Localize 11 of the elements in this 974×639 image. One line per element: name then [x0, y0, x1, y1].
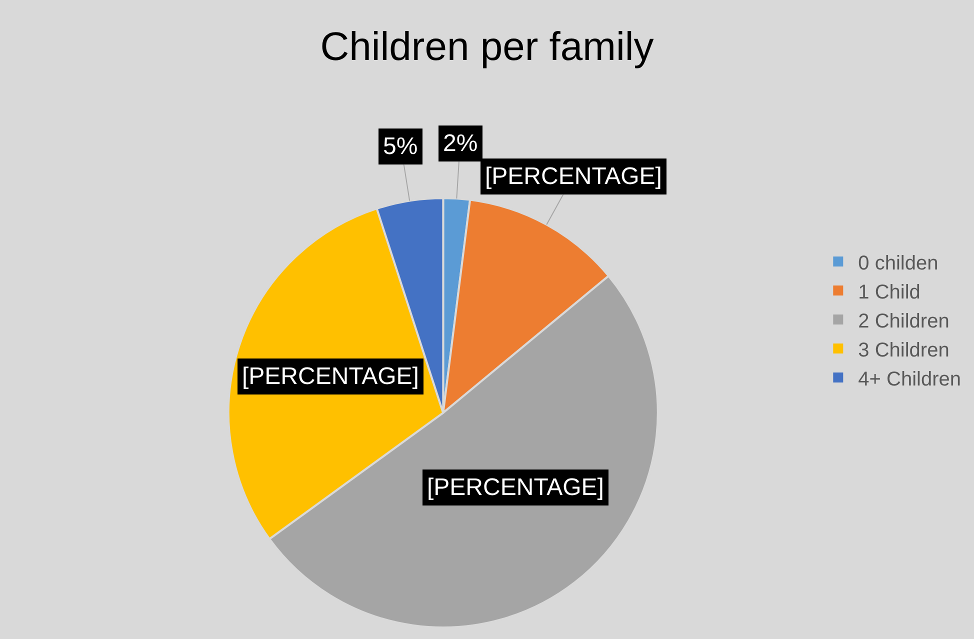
data-label: [PERCENTAGE]: [485, 163, 662, 190]
legend-label: 2 Children: [858, 310, 950, 332]
legend-label: 1 Child: [858, 281, 920, 304]
legend-label: 3 Children: [858, 339, 950, 362]
legend-label: 0 childen: [858, 252, 938, 274]
legend-label: 4+ Children: [858, 368, 962, 390]
data-label: [PERCENTAGE]: [427, 474, 604, 501]
data-label: [PERCENTAGE]: [242, 363, 419, 390]
data-label: 2%: [443, 130, 478, 157]
data-label: 5%: [383, 133, 418, 160]
chart-title: Children per family: [320, 24, 654, 69]
